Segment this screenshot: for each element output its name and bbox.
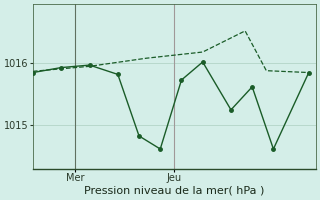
X-axis label: Pression niveau de la mer( hPa ): Pression niveau de la mer( hPa ) [84, 186, 265, 196]
